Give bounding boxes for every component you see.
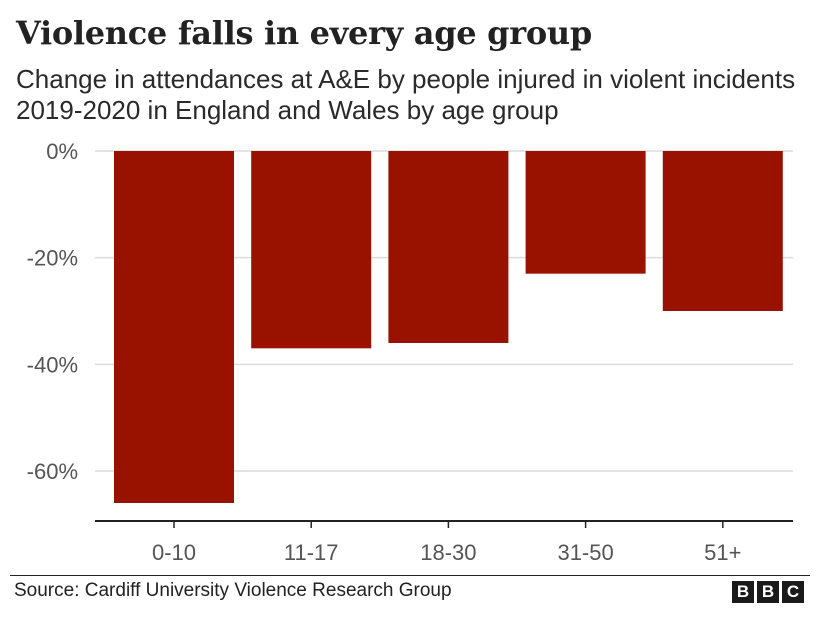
x-axis xyxy=(95,520,793,528)
y-tick-labels: 0% -20% -40% -60% xyxy=(27,139,78,484)
logo-letter: C xyxy=(782,581,804,603)
x-tick-label: 18-30 xyxy=(420,540,476,565)
x-tick-label: 11-17 xyxy=(284,540,339,565)
y-tick-label: -20% xyxy=(27,246,78,271)
x-tick-labels: 0-10 11-17 18-30 31-50 51+ xyxy=(152,540,741,565)
y-tick-label: 0% xyxy=(46,139,78,164)
bbc-logo: B B C xyxy=(732,581,804,603)
bar xyxy=(662,151,783,311)
footer-divider xyxy=(10,575,810,576)
x-tick-label: 31-50 xyxy=(557,540,613,565)
y-tick-label: -60% xyxy=(27,459,78,484)
logo-letter: B xyxy=(732,581,754,603)
logo-letter: B xyxy=(757,581,779,603)
source-note: Source: Cardiff University Violence Rese… xyxy=(14,580,452,601)
bar xyxy=(251,151,372,349)
bar xyxy=(388,151,509,343)
x-tick-label: 51+ xyxy=(704,540,741,565)
x-tick-label: 0-10 xyxy=(152,540,196,565)
y-tick-label: -40% xyxy=(27,352,78,377)
bars xyxy=(114,151,783,503)
bar xyxy=(525,151,646,274)
bar-chart: 0% -20% -40% -60% 0-10 11-17 18-30 31-50 51+ xyxy=(27,139,793,565)
chart-title: Violence falls in every age group xyxy=(16,14,592,52)
bar xyxy=(114,151,234,503)
chart-subtitle: Change in attendances at A&E by people i… xyxy=(16,64,796,125)
